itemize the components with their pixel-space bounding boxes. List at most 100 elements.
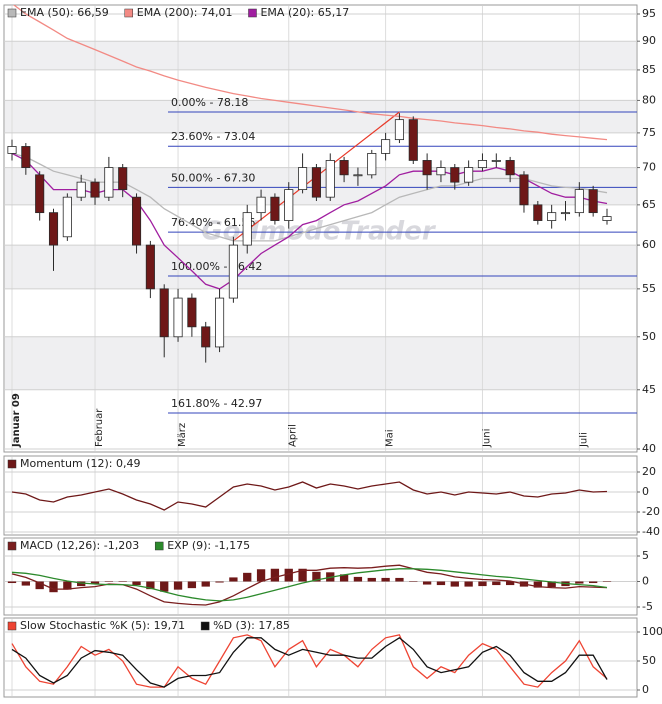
histogram-bar bbox=[63, 581, 72, 590]
series-line bbox=[12, 5, 608, 141]
panel-frame bbox=[3, 455, 638, 536]
histogram-bar bbox=[7, 581, 17, 584]
y-tick-label: 100 bbox=[642, 625, 662, 638]
candle-body bbox=[7, 146, 17, 154]
candle-body bbox=[339, 160, 349, 176]
candle-body bbox=[90, 181, 100, 198]
candle-body bbox=[104, 167, 114, 198]
y-tick-label: 65 bbox=[642, 198, 656, 211]
candle-body bbox=[394, 119, 404, 141]
histogram-bar bbox=[77, 581, 86, 587]
candle-body bbox=[173, 297, 183, 338]
histogram-bar bbox=[367, 577, 376, 582]
band bbox=[5, 100, 636, 133]
panel: Januar 09 Februar März April Mai Juni Juli 40 45… bbox=[3, 4, 656, 455]
histogram-bar bbox=[146, 581, 155, 590]
legend-swatch bbox=[200, 621, 210, 631]
candle-body bbox=[145, 244, 155, 290]
histogram-bar bbox=[256, 569, 266, 582]
candle-body bbox=[367, 153, 377, 176]
fib-label: 50.00% - 67.30 bbox=[171, 171, 255, 184]
fib-label: 0.00% - 78.18 bbox=[171, 96, 248, 109]
fib-label: 100.00% - 56.42 bbox=[171, 260, 262, 273]
series-group bbox=[11, 481, 608, 511]
panel: -40 -20 0 20 Momentum (12): 0,49 bbox=[3, 455, 660, 538]
series-line bbox=[11, 568, 608, 602]
series-line bbox=[11, 481, 608, 511]
histogram-bar bbox=[478, 581, 487, 587]
legend-swatch bbox=[7, 8, 17, 18]
histogram-bar bbox=[104, 580, 114, 582]
candle-body bbox=[464, 167, 474, 183]
histogram-bar bbox=[215, 581, 224, 583]
x-tick-label: Juli bbox=[578, 432, 589, 448]
histogram-bar bbox=[187, 581, 197, 589]
fib-label: 76.40% - 61.56 bbox=[171, 216, 255, 229]
fib-label: 23.60% - 73.04 bbox=[171, 130, 255, 143]
y-tick-label: 0 bbox=[642, 683, 649, 696]
histogram-bar bbox=[312, 571, 321, 582]
histogram-bar bbox=[381, 577, 390, 582]
candle-body bbox=[131, 196, 142, 246]
histogram-bar bbox=[35, 581, 44, 590]
candle-body bbox=[48, 212, 59, 246]
candle-body bbox=[602, 216, 612, 221]
series-line bbox=[11, 634, 608, 688]
histogram-bar bbox=[589, 581, 598, 584]
panel-frame bbox=[3, 617, 638, 698]
histogram-bar bbox=[339, 574, 349, 582]
histogram-bar bbox=[90, 581, 100, 585]
candle-body bbox=[35, 174, 45, 214]
legend-swatch bbox=[124, 8, 133, 18]
y-tick-label: -5 bbox=[642, 600, 653, 613]
legend-label: Momentum (12): 0,49 bbox=[20, 457, 140, 470]
y-tick-label: 90 bbox=[642, 34, 656, 47]
legend-swatch bbox=[7, 459, 17, 469]
x-tick-label: Mai bbox=[385, 429, 396, 447]
legend-swatch bbox=[7, 541, 17, 551]
candle-body bbox=[159, 288, 169, 338]
legend-label: EXP (9): -1,175 bbox=[167, 539, 250, 552]
legend-swatch bbox=[154, 541, 164, 551]
histogram-bar bbox=[505, 581, 515, 586]
histogram-bar bbox=[575, 581, 584, 584]
x-tick-label: Juni bbox=[481, 429, 492, 448]
y-tick-label: 50 bbox=[642, 330, 656, 343]
x-tick-label: März bbox=[177, 423, 188, 447]
histogram-bar bbox=[422, 581, 432, 585]
histogram-bar bbox=[21, 581, 30, 586]
histogram-bar bbox=[229, 577, 238, 582]
y-tick-label: 0 bbox=[642, 485, 649, 498]
histogram-bar bbox=[464, 581, 473, 587]
y-tick-label: 85 bbox=[642, 63, 656, 76]
candle-body bbox=[381, 139, 391, 154]
candle-body bbox=[505, 160, 515, 176]
y-tick-label: 80 bbox=[642, 93, 656, 106]
histogram-bar bbox=[173, 581, 183, 590]
histogram-bar bbox=[409, 581, 418, 582]
candle-body bbox=[187, 297, 197, 328]
y-tick-label: -40 bbox=[642, 525, 660, 538]
candle-body bbox=[533, 204, 543, 221]
histogram-bar bbox=[450, 581, 459, 587]
y-tick-label: 75 bbox=[642, 126, 656, 139]
y-tick-label: 60 bbox=[642, 238, 656, 251]
x-tick-label: Januar 09 bbox=[11, 393, 22, 448]
candle-body bbox=[436, 167, 446, 176]
y-tick-label: 20 bbox=[642, 465, 656, 478]
y-tick-label: 55 bbox=[642, 282, 656, 295]
histogram-bar bbox=[160, 581, 169, 592]
candle-body bbox=[21, 146, 31, 168]
x-tick-label: April bbox=[288, 424, 299, 447]
candle-body bbox=[422, 160, 432, 176]
candle-body bbox=[311, 167, 321, 198]
y-tick-label: -20 bbox=[642, 505, 660, 518]
candle-body bbox=[408, 119, 418, 161]
candle-body bbox=[325, 160, 335, 198]
legend-label: Slow Stochastic %K (5): 19,71 bbox=[20, 619, 185, 632]
histogram-bar bbox=[118, 581, 127, 582]
panel: -5 0 5 MACD (12,26): -1,203 EXP (9): -1,175 bbox=[3, 537, 653, 616]
histogram-bar bbox=[395, 577, 404, 582]
legend-swatch bbox=[7, 621, 17, 631]
